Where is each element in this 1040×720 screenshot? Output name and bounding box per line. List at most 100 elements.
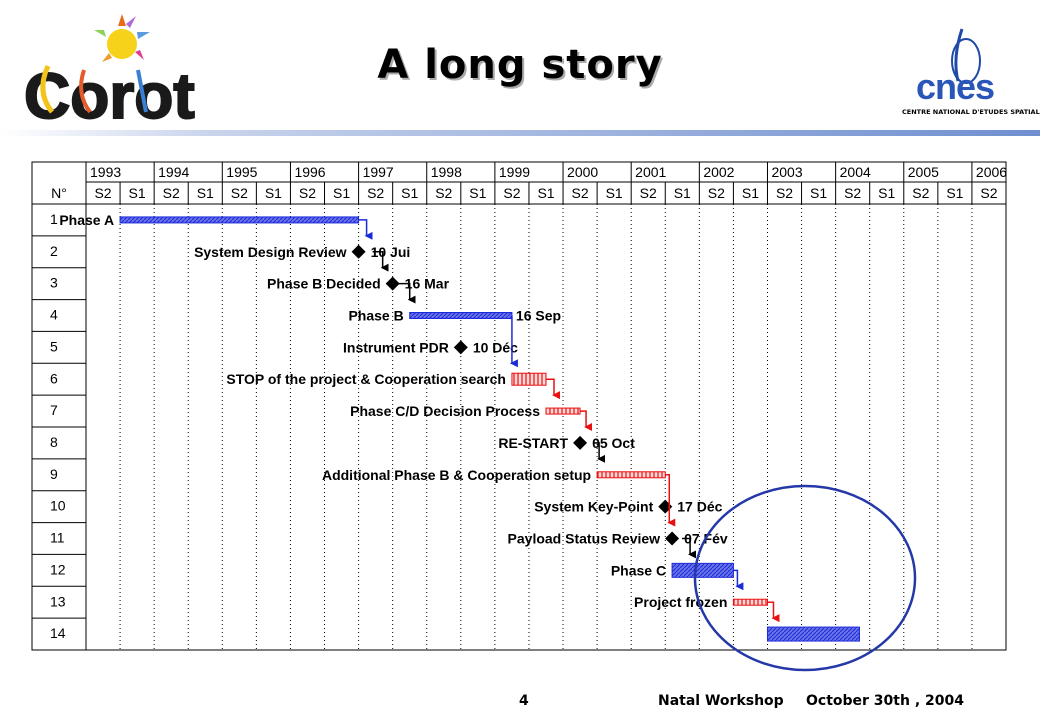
task-bar-4 bbox=[409, 312, 513, 319]
task-bar-14 bbox=[766, 626, 860, 642]
half-label: S1 bbox=[878, 185, 895, 201]
gantt-frame bbox=[31, 161, 1007, 651]
highlight-circle bbox=[693, 484, 917, 672]
milestone-marker bbox=[573, 435, 588, 450]
task-bar-13 bbox=[732, 598, 768, 606]
half-label: S2 bbox=[299, 185, 316, 201]
milestone-date: 10 Déc bbox=[473, 339, 518, 355]
cnes-caption: CENTRE NATIONAL D'ETUDES SPATIALES bbox=[902, 108, 1040, 116]
milestone-label: Payload Status Review bbox=[508, 531, 661, 547]
year-label: 1996 bbox=[294, 164, 325, 180]
page-number: 4 bbox=[519, 693, 529, 709]
milestone-label: System Key-Point bbox=[534, 499, 653, 515]
milestone-label: Instrument PDR bbox=[343, 339, 449, 355]
half-label: S1 bbox=[129, 185, 146, 201]
task-bar-1 bbox=[119, 216, 360, 224]
cnes-logo: cnes bbox=[900, 25, 1030, 120]
half-label: S2 bbox=[776, 185, 793, 201]
task-label: Project frozen bbox=[634, 594, 727, 610]
dependency-arrow bbox=[682, 537, 697, 559]
svg-text:Corot: Corot bbox=[24, 60, 195, 126]
half-label: S2 bbox=[367, 185, 384, 201]
milestone-marker bbox=[351, 244, 366, 259]
half-label: S2 bbox=[640, 185, 657, 201]
year-label: 1998 bbox=[431, 164, 462, 180]
task-label: Phase A bbox=[59, 212, 114, 228]
half-label: S1 bbox=[810, 185, 827, 201]
number-header: N° bbox=[51, 185, 67, 201]
milestone-label: Phase B Decided bbox=[267, 276, 381, 292]
slide-title: A long story bbox=[377, 42, 663, 88]
half-label: S2 bbox=[844, 185, 861, 201]
year-label: 2001 bbox=[635, 164, 666, 180]
task-label: Phase C/D Decision Process bbox=[350, 403, 540, 419]
task-bar-7 bbox=[545, 407, 581, 415]
year-label: 2003 bbox=[771, 164, 802, 180]
milestone-marker bbox=[665, 531, 680, 546]
year-label: 2004 bbox=[840, 164, 871, 180]
row-number: 11 bbox=[50, 530, 65, 546]
row-number: 1 bbox=[50, 211, 58, 227]
dependency-arrow bbox=[665, 474, 676, 527]
svg-text:cnes: cnes bbox=[916, 66, 994, 105]
corot-logo: Corot bbox=[18, 8, 198, 133]
half-label: S2 bbox=[912, 185, 929, 201]
task-label: Phase C bbox=[611, 562, 666, 578]
row-number: 10 bbox=[50, 498, 66, 514]
half-label: S1 bbox=[333, 185, 350, 201]
milestone-date: 05 Oct bbox=[592, 435, 635, 451]
dependency-arrow bbox=[767, 601, 780, 623]
milestone-date: 17 Déc bbox=[677, 499, 722, 515]
row-number: 5 bbox=[50, 338, 58, 354]
row-number: 14 bbox=[50, 625, 66, 641]
task-label: Additional Phase B & Cooperation setup bbox=[322, 467, 591, 483]
dependency-arrow bbox=[580, 410, 593, 431]
year-label: 1994 bbox=[158, 164, 189, 180]
year-label: 2000 bbox=[567, 164, 598, 180]
row-number: 12 bbox=[50, 561, 66, 577]
task-label: STOP of the project & Cooperation search bbox=[226, 371, 506, 387]
row-number: 4 bbox=[50, 307, 58, 323]
milestone-label: System Design Review bbox=[194, 244, 347, 260]
half-label: S1 bbox=[401, 185, 418, 201]
half-label: S1 bbox=[742, 185, 759, 201]
year-label: 2005 bbox=[908, 164, 939, 180]
half-label: S2 bbox=[231, 185, 248, 201]
dependency-arrow bbox=[372, 251, 389, 272]
half-label: S2 bbox=[980, 185, 997, 201]
row-number: 2 bbox=[50, 243, 58, 259]
sun-icon bbox=[94, 14, 150, 62]
milestone-date: 16 Mar bbox=[405, 276, 450, 292]
row-number: 7 bbox=[50, 402, 58, 418]
dependency-arrow bbox=[594, 442, 606, 463]
half-label: S1 bbox=[197, 185, 214, 201]
year-label: 2002 bbox=[703, 164, 734, 180]
row-number: 3 bbox=[50, 275, 58, 291]
row-number: 6 bbox=[50, 370, 58, 386]
task-label: Phase B bbox=[348, 308, 403, 324]
half-label: S2 bbox=[163, 185, 180, 201]
year-label: 1997 bbox=[363, 164, 394, 180]
half-label: S1 bbox=[946, 185, 963, 201]
year-label: 1993 bbox=[90, 164, 121, 180]
half-label: S1 bbox=[606, 185, 623, 201]
dependency-arrow bbox=[733, 569, 744, 591]
year-label: 2006 bbox=[976, 164, 1007, 180]
dependency-arrow bbox=[358, 219, 373, 240]
half-label: S1 bbox=[537, 185, 554, 201]
milestone-marker bbox=[453, 340, 468, 355]
half-label: S1 bbox=[469, 185, 486, 201]
task-bar-12 bbox=[671, 562, 734, 578]
header-rule bbox=[0, 130, 1040, 136]
dependency-arrow bbox=[546, 378, 560, 400]
footer-date: October 30th , 2004 bbox=[806, 693, 964, 709]
row-number: 9 bbox=[50, 466, 58, 482]
milestone-label: RE-START bbox=[498, 435, 568, 451]
footer-event: Natal Workshop bbox=[658, 693, 784, 709]
task-date: 16 Sep bbox=[516, 308, 561, 324]
row-number: 13 bbox=[50, 593, 66, 609]
dependency-arrow bbox=[392, 282, 416, 304]
half-label: S1 bbox=[265, 185, 282, 201]
half-label: S2 bbox=[572, 185, 589, 201]
